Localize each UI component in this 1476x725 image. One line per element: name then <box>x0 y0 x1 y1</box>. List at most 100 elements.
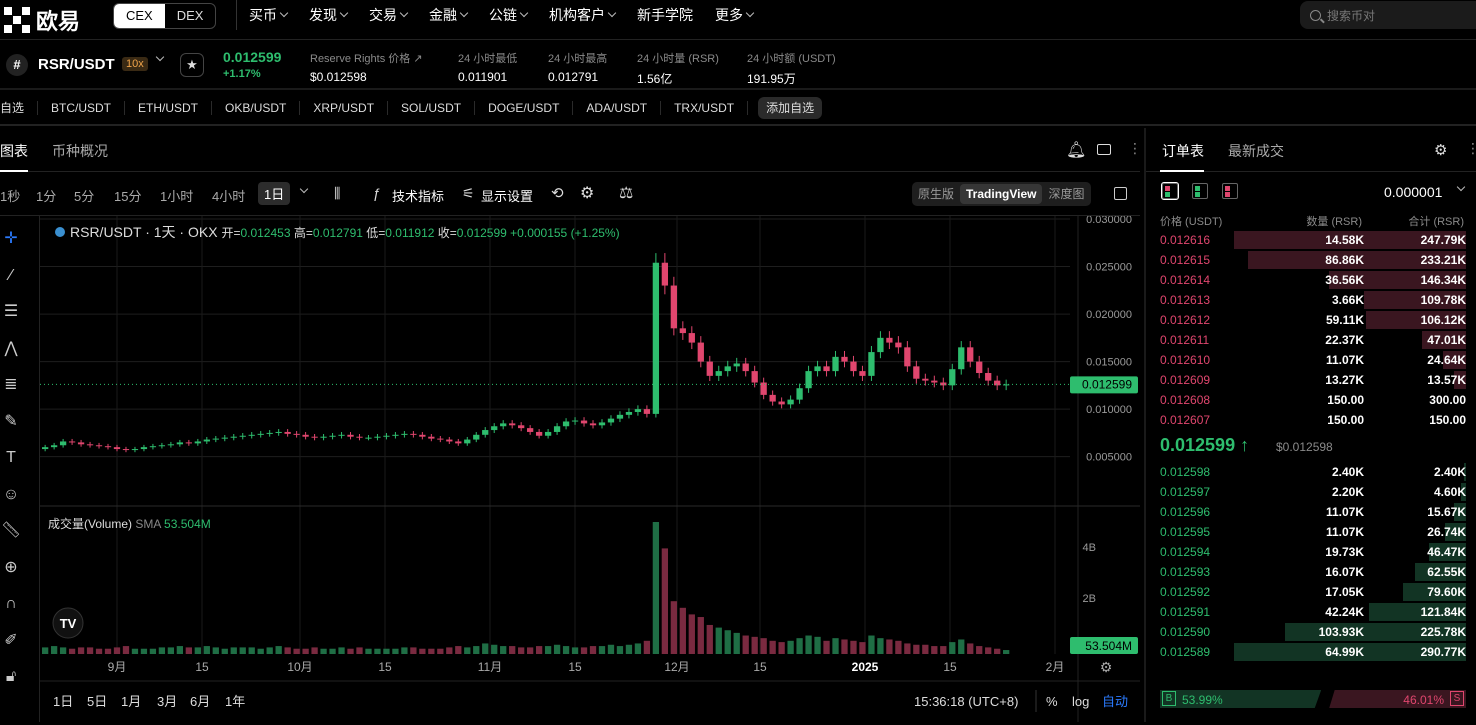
bid-row[interactable]: 0.012591 42.24K 121.84K <box>1146 602 1466 622</box>
magnet-icon[interactable]: ∩ <box>5 595 17 612</box>
ask-row[interactable]: 0.012615 86.86K 233.21K <box>1146 250 1466 270</box>
timeframe-6[interactable]: 1日 <box>258 182 291 205</box>
expand-icon[interactable] <box>1114 187 1127 200</box>
bid-row[interactable]: 0.012592 17.05K 79.60K <box>1146 582 1466 602</box>
view-option-0[interactable]: 原生版 <box>918 187 955 201</box>
alert-bell-icon[interactable]: 🔔︎ <box>1066 142 1087 159</box>
timeframe-2[interactable]: 5分 <box>74 189 95 204</box>
timeframe-0[interactable]: 1秒 <box>0 189 21 204</box>
indicators-button[interactable]: 技术指标 <box>392 189 445 204</box>
bid-row[interactable]: 0.012590 103.93K 225.78K <box>1146 622 1466 642</box>
favorite-star-icon[interactable]: ★ <box>180 53 204 77</box>
ask-row[interactable]: 0.012609 13.27K 13.57K <box>1146 370 1466 390</box>
ask-row[interactable]: 0.012613 3.66K 109.78K <box>1146 290 1466 310</box>
search-input[interactable]: 搜索币对 <box>1300 1 1476 29</box>
orderbook-bids-view-icon[interactable] <box>1192 183 1208 199</box>
favorite-pair[interactable]: OKB/USDT <box>212 101 301 115</box>
emoji-icon[interactable]: ☺ <box>2 485 20 503</box>
display-settings-button[interactable]: 显示设置 <box>481 189 534 204</box>
bid-row[interactable]: 0.012596 11.07K 15.67K <box>1146 502 1466 522</box>
cex-button[interactable]: CEX <box>114 4 165 28</box>
timeframe-5[interactable]: 4小时 <box>212 189 246 204</box>
indicators-icon[interactable]: ƒ <box>373 185 381 201</box>
zoom-in-icon[interactable]: ⊕ <box>4 558 18 576</box>
text-tool-icon[interactable]: T <box>6 449 16 466</box>
view-option-2[interactable]: 深度图 <box>1048 187 1085 201</box>
tradingview-chart[interactable]: 0.030000 0.025000 0.020000 0.015000 0.010000… <box>40 214 1140 722</box>
candle <box>679 321 686 340</box>
more-vertical-icon[interactable]: ⋮ <box>1128 140 1142 156</box>
nav-item-7[interactable]: 更多 <box>715 5 755 25</box>
compare-scale-icon[interactable]: ⚖︎ <box>619 185 634 202</box>
nav-item-5[interactable]: 机构客户 <box>549 5 617 25</box>
brush-icon[interactable]: ✎ <box>4 412 18 430</box>
nav-item-2[interactable]: 交易 <box>369 5 409 25</box>
tick-size-select[interactable]: 0.000001 <box>1384 184 1443 200</box>
tick-size-chevron-down-icon[interactable] <box>1456 182 1466 192</box>
candle-body <box>535 431 543 436</box>
orderbook-asks-view-icon[interactable] <box>1222 183 1238 199</box>
bid-row[interactable]: 0.012597 2.20K 4.60K <box>1146 482 1466 502</box>
bid-row[interactable]: 0.012593 16.07K 62.55K <box>1146 562 1466 582</box>
orderbook-both-view-icon[interactable] <box>1161 182 1179 200</box>
ask-row[interactable]: 0.012612 59.11K 106.12K <box>1146 310 1466 330</box>
tab-coin-overview[interactable]: 币种概况 <box>52 143 108 159</box>
ask-row[interactable]: 0.012614 36.56K 146.34K <box>1146 270 1466 290</box>
bid-row[interactable]: 0.012589 64.99K 290.77K <box>1146 642 1466 662</box>
ask-row[interactable]: 0.012610 11.07K 24.64K <box>1146 350 1466 370</box>
more-vertical-icon[interactable]: ⋮ <box>1466 140 1476 156</box>
view-option-1[interactable]: TradingView <box>960 184 1043 204</box>
chart-canvas[interactable]: 0.030000 0.025000 0.020000 0.015000 0.010000… <box>40 214 1140 722</box>
horizontal-lines-icon[interactable]: ☰ <box>3 303 19 320</box>
fullscreen-icon[interactable] <box>1097 144 1111 155</box>
nav-item-1[interactable]: 发现 <box>309 5 349 25</box>
favorite-pair[interactable]: DOGE/USDT <box>475 101 574 115</box>
nav-item-3[interactable]: 金融 <box>429 5 469 25</box>
row-price: 0.012595 <box>1160 525 1211 539</box>
tab-orderbook[interactable]: 订单表 <box>1162 143 1204 159</box>
nav-item-6[interactable]: 新手学院 <box>637 5 693 25</box>
favorite-pair[interactable]: SOL/USDT <box>388 101 476 115</box>
favorite-pair[interactable]: ETH/USDT <box>125 101 213 115</box>
nav-item-0[interactable]: 买币 <box>249 5 289 25</box>
ask-row[interactable]: 0.012608 150.00 300.00 <box>1146 390 1466 410</box>
display-settings-icon[interactable]: ⚟ <box>462 185 475 201</box>
favorites-label[interactable]: 自选 <box>0 101 39 115</box>
chart-settings-gear-icon[interactable]: ⚙︎ <box>580 185 595 202</box>
replay-icon[interactable]: ⟲ <box>551 185 564 202</box>
timeframe-3[interactable]: 15分 <box>114 189 142 204</box>
favorite-pair[interactable]: ADA/USDT <box>573 101 662 115</box>
crosshair-icon[interactable]: ✛ <box>4 230 18 247</box>
tab-latest-trades[interactable]: 最新成交 <box>1228 143 1284 159</box>
ask-row[interactable]: 0.012607 150.00 150.00 <box>1146 410 1466 430</box>
trendline-icon[interactable]: ⁄ <box>9 266 13 284</box>
timeframe-chevron-down-icon[interactable] <box>299 184 309 194</box>
settings-sliders-icon[interactable]: ⚙︎ <box>1434 142 1448 159</box>
add-favorite-button[interactable]: 添加自选 <box>758 97 823 119</box>
candle-type-icon[interactable]: ⫼ <box>334 185 341 201</box>
timeframe-4[interactable]: 1小时 <box>160 189 194 204</box>
timeframe-1[interactable]: 1分 <box>36 189 57 204</box>
pair-name[interactable]: RSR/USDT <box>38 56 115 73</box>
tab-chart[interactable]: 图表 <box>0 143 28 159</box>
bid-row[interactable]: 0.012595 11.07K 26.74K <box>1146 522 1466 542</box>
ask-row[interactable]: 0.012611 22.37K 47.01K <box>1146 330 1466 350</box>
volume-bar <box>679 607 686 654</box>
ask-row[interactable]: 0.012616 14.58K 247.79K <box>1146 230 1466 250</box>
lock-drawing-icon[interactable]: ✐ <box>4 631 18 649</box>
ruler-icon[interactable]: 📏︎ <box>0 522 22 539</box>
bid-row[interactable]: 0.012594 19.73K 46.47K <box>1146 542 1466 562</box>
candle-body <box>374 436 381 438</box>
candle <box>931 375 938 388</box>
fib-icon[interactable]: ≣ <box>4 376 18 393</box>
okx-logo[interactable]: 欧易 <box>4 4 80 36</box>
favorite-pair[interactable]: XRP/USDT <box>300 101 389 115</box>
favorite-pair[interactable]: TRX/USDT <box>661 101 749 115</box>
favorite-pair[interactable]: BTC/USDT <box>38 101 126 115</box>
dex-button[interactable]: DEX <box>176 8 204 23</box>
pattern-icon[interactable]: ⋀ <box>4 339 18 357</box>
bid-row[interactable]: 0.012598 2.40K 2.40K <box>1146 462 1466 482</box>
lock-icon[interactable]: 🔓︎ <box>5 668 17 685</box>
nav-item-4[interactable]: 公链 <box>489 5 529 25</box>
volume-bar <box>428 648 435 654</box>
